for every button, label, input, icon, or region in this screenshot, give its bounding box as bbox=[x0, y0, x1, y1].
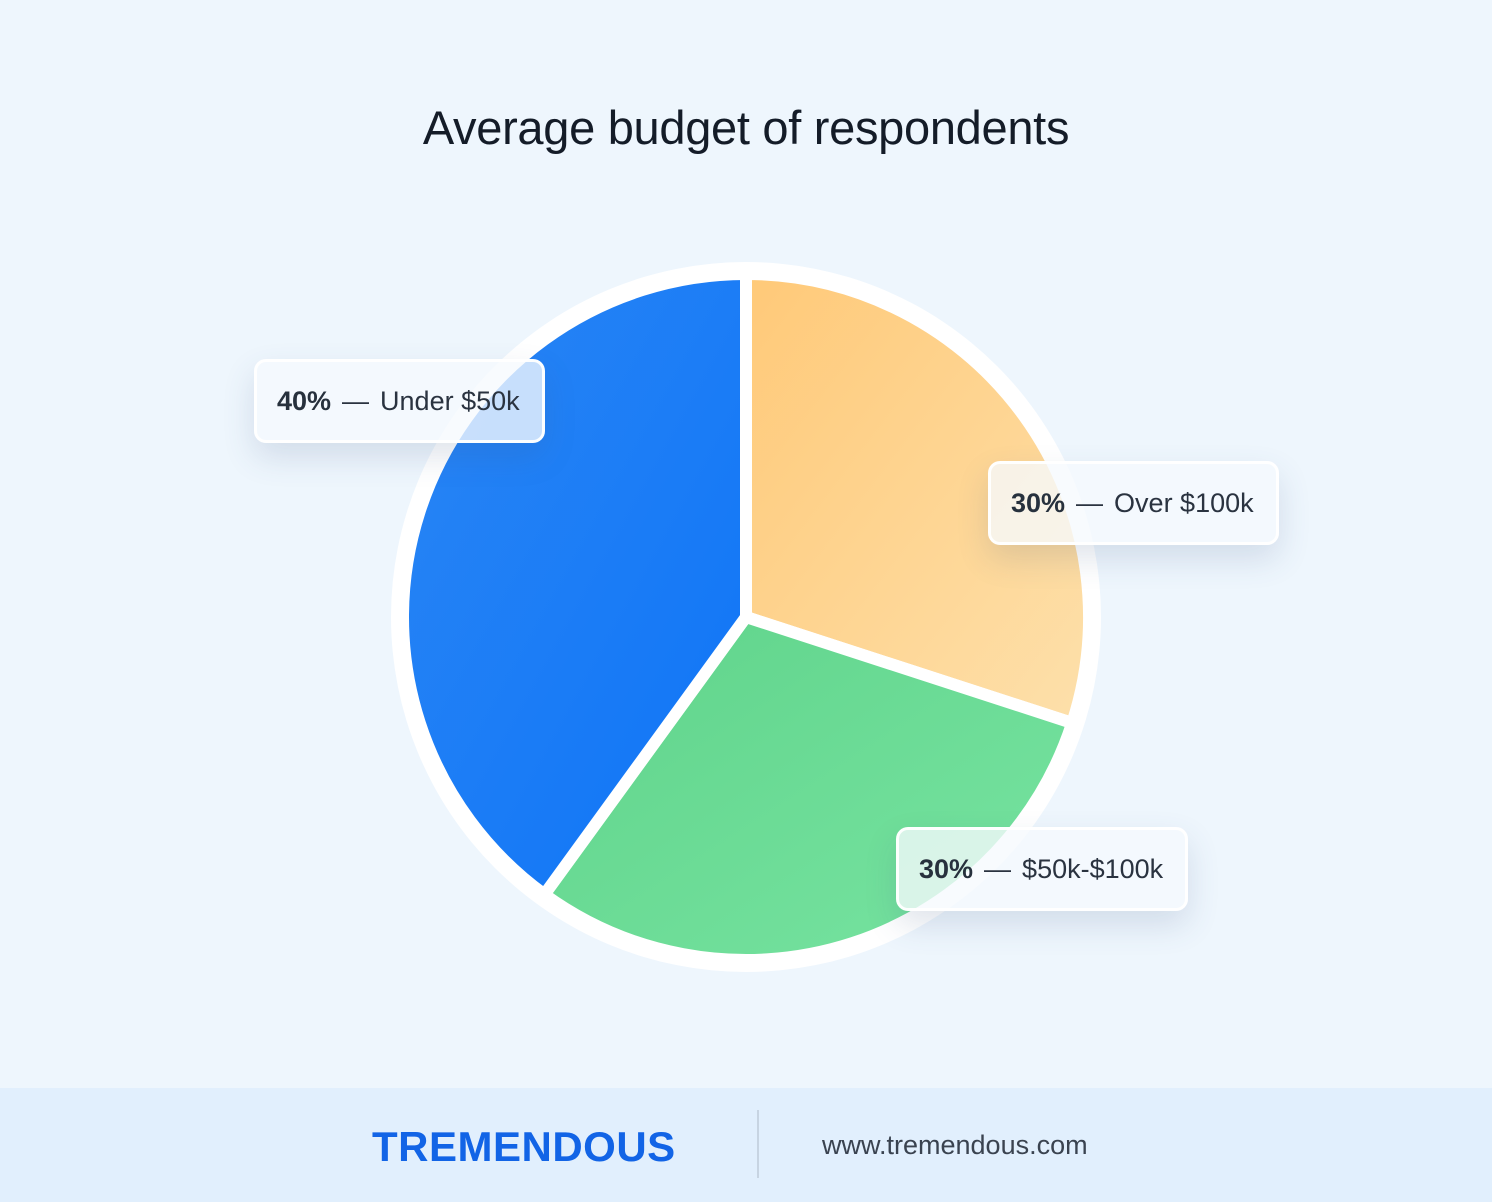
chart-title: Average budget of respondents bbox=[422, 101, 1070, 154]
data-label-percent: 40% bbox=[277, 385, 332, 416]
data-label-category: Over $100k bbox=[1114, 487, 1254, 518]
data-label-category: $50k-$100k bbox=[1022, 853, 1164, 884]
data-label-separator: — bbox=[1076, 487, 1104, 518]
data-label-separator: — bbox=[342, 385, 370, 416]
footer-divider bbox=[757, 1110, 759, 1178]
data-label-percent: 30% bbox=[919, 853, 974, 884]
data-label-separator: — bbox=[984, 853, 1012, 884]
footer-bar bbox=[0, 1088, 1492, 1202]
data-label-under-50k: 40% — Under $50k bbox=[254, 359, 545, 443]
pie-slice-over-100k bbox=[740, 268, 1095, 729]
data-label-over-100k: 30% — Over $100k bbox=[988, 461, 1279, 545]
data-label-category: Under $50k bbox=[380, 385, 520, 416]
website-link: www.tremendous.com bbox=[822, 1130, 1088, 1160]
data-label-50k-100k: 30% — $50k-$100k bbox=[896, 827, 1189, 911]
data-label-percent: 30% bbox=[1011, 487, 1066, 518]
brand-logo: TREMENDOUS bbox=[372, 1123, 676, 1170]
